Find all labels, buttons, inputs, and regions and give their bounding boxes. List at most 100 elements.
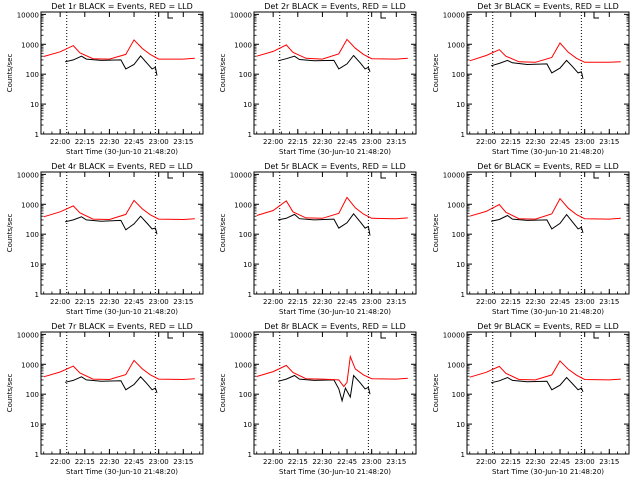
x-tick-label: 23:15 bbox=[386, 138, 406, 146]
lld-series-line bbox=[469, 360, 621, 381]
y-tick-label: 10000 bbox=[443, 11, 465, 19]
x-axis-label: Start Time (30-Jun-10 21:48:20) bbox=[492, 148, 604, 156]
detector-panel: Det 2r BLACK = Events, RED = LLD 1 10 100 10… bbox=[213, 0, 426, 160]
x-tick-label: 23:15 bbox=[386, 458, 406, 466]
y-tick-label: 1 bbox=[35, 131, 39, 139]
x-tick-label: 23:00 bbox=[575, 298, 595, 306]
detector-panel: Det 4r BLACK = Events, RED = LLD 1 10 100 10… bbox=[0, 160, 213, 320]
bracket-mark bbox=[167, 172, 173, 179]
y-tick-label: 10 bbox=[30, 261, 39, 269]
chart-title: Det 1r BLACK = Events, RED = LLD bbox=[51, 2, 193, 11]
detector-chart: Det 8r BLACK = Events, RED = LLD 1 10 100 10… bbox=[219, 322, 417, 476]
y-tick-label: 1 bbox=[248, 291, 252, 299]
y-tick-label: 1000 bbox=[234, 41, 252, 49]
y-tick-label: 10 bbox=[30, 421, 39, 429]
events-series-line bbox=[64, 55, 158, 76]
detector-panel: Det 5r BLACK = Events, RED = LLD 1 10 100 10… bbox=[213, 160, 426, 320]
y-tick-label: 1 bbox=[248, 451, 252, 459]
events-series-line bbox=[490, 59, 584, 79]
x-tick-label: 22:15 bbox=[75, 138, 95, 146]
y-axis-label: Counts/sec bbox=[219, 54, 227, 93]
y-tick-label: 1000 bbox=[21, 201, 39, 209]
lld-series-line bbox=[256, 196, 408, 220]
y-tick-label: 1 bbox=[461, 131, 465, 139]
y-tick-label: 100 bbox=[26, 71, 39, 79]
y-tick-label: 1 bbox=[248, 131, 252, 139]
detector-panel: Det 7r BLACK = Events, RED = LLD 1 10 100 10… bbox=[0, 320, 213, 480]
detector-panel: Det 3r BLACK = Events, RED = LLD 1 10 100 10… bbox=[426, 0, 639, 160]
x-tick-label: 22:00 bbox=[50, 458, 70, 466]
bracket-mark bbox=[593, 12, 599, 19]
plot-frame bbox=[253, 171, 417, 295]
x-tick-label: 23:00 bbox=[149, 458, 169, 466]
x-tick-label: 23:15 bbox=[173, 298, 193, 306]
detector-chart: Det 7r BLACK = Events, RED = LLD 1 10 100 10… bbox=[6, 322, 204, 476]
x-axis-label: Start Time (30-Jun-10 21:48:20) bbox=[66, 468, 178, 476]
x-tick-label: 23:15 bbox=[173, 138, 193, 146]
y-tick-label: 1 bbox=[35, 291, 39, 299]
x-tick-label: 23:00 bbox=[575, 458, 595, 466]
x-tick-label: 23:15 bbox=[599, 458, 619, 466]
y-axis-label: Counts/sec bbox=[432, 214, 440, 253]
chart-title: Det 4r BLACK = Events, RED = LLD bbox=[51, 162, 193, 171]
events-series-line bbox=[490, 213, 584, 234]
y-tick-label: 10000 bbox=[230, 171, 252, 179]
x-axis-label: Start Time (30-Jun-10 21:48:20) bbox=[279, 308, 391, 316]
x-tick-label: 22:00 bbox=[476, 138, 496, 146]
y-tick-label: 10 bbox=[456, 421, 465, 429]
lld-series-line bbox=[43, 39, 195, 60]
y-tick-label: 1 bbox=[461, 291, 465, 299]
x-tick-label: 22:00 bbox=[263, 298, 283, 306]
x-tick-label: 22:45 bbox=[550, 138, 570, 146]
y-axis-label: Counts/sec bbox=[219, 374, 227, 413]
bracket-mark bbox=[593, 332, 599, 339]
y-tick-label: 10 bbox=[456, 101, 465, 109]
x-tick-label: 22:45 bbox=[337, 298, 357, 306]
x-tick-label: 22:15 bbox=[75, 298, 95, 306]
chart-title: Det 3r BLACK = Events, RED = LLD bbox=[477, 2, 619, 11]
x-tick-label: 22:00 bbox=[50, 138, 70, 146]
x-tick-label: 22:30 bbox=[525, 138, 545, 146]
lld-series-line bbox=[43, 199, 195, 221]
x-tick-label: 22:15 bbox=[501, 458, 521, 466]
x-tick-label: 22:45 bbox=[124, 138, 144, 146]
x-tick-label: 22:00 bbox=[263, 138, 283, 146]
y-tick-label: 10000 bbox=[443, 171, 465, 179]
x-tick-label: 23:15 bbox=[386, 298, 406, 306]
y-axis-label: Counts/sec bbox=[6, 214, 14, 253]
y-tick-label: 100 bbox=[26, 391, 39, 399]
y-axis-label: Counts/sec bbox=[6, 54, 14, 93]
plot-frame bbox=[40, 11, 204, 135]
plot-frame bbox=[253, 331, 417, 455]
y-tick-label: 1000 bbox=[234, 361, 252, 369]
y-tick-label: 1000 bbox=[447, 361, 465, 369]
y-tick-label: 100 bbox=[239, 71, 252, 79]
x-tick-label: 22:45 bbox=[550, 458, 570, 466]
x-tick-label: 22:15 bbox=[501, 298, 521, 306]
x-tick-label: 22:30 bbox=[99, 138, 119, 146]
y-tick-label: 1000 bbox=[234, 201, 252, 209]
plot-frame bbox=[40, 331, 204, 455]
y-tick-label: 100 bbox=[26, 231, 39, 239]
chart-title: Det 7r BLACK = Events, RED = LLD bbox=[51, 322, 193, 331]
y-tick-label: 10 bbox=[30, 101, 39, 109]
x-tick-label: 23:00 bbox=[362, 298, 382, 306]
y-tick-label: 1 bbox=[461, 451, 465, 459]
detector-chart: Det 1r BLACK = Events, RED = LLD 1 10 100 10… bbox=[6, 2, 204, 156]
x-axis-label: Start Time (30-Jun-10 21:48:20) bbox=[492, 308, 604, 316]
y-tick-label: 100 bbox=[239, 391, 252, 399]
detector-chart: Det 6r BLACK = Events, RED = LLD 1 10 100 10… bbox=[432, 162, 630, 316]
x-tick-label: 22:15 bbox=[288, 298, 308, 306]
x-tick-label: 23:00 bbox=[362, 138, 382, 146]
y-tick-label: 10000 bbox=[443, 331, 465, 339]
plot-frame bbox=[466, 331, 630, 455]
chart-title: Det 8r BLACK = Events, RED = LLD bbox=[264, 322, 406, 331]
bracket-mark bbox=[380, 12, 386, 19]
events-series-line bbox=[277, 374, 371, 403]
chart-title: Det 6r BLACK = Events, RED = LLD bbox=[477, 162, 619, 171]
x-tick-label: 22:00 bbox=[476, 458, 496, 466]
x-axis-label: Start Time (30-Jun-10 21:48:20) bbox=[66, 308, 178, 316]
y-tick-label: 10000 bbox=[17, 11, 39, 19]
detector-panel: Det 9r BLACK = Events, RED = LLD 1 10 100 10… bbox=[426, 320, 639, 480]
